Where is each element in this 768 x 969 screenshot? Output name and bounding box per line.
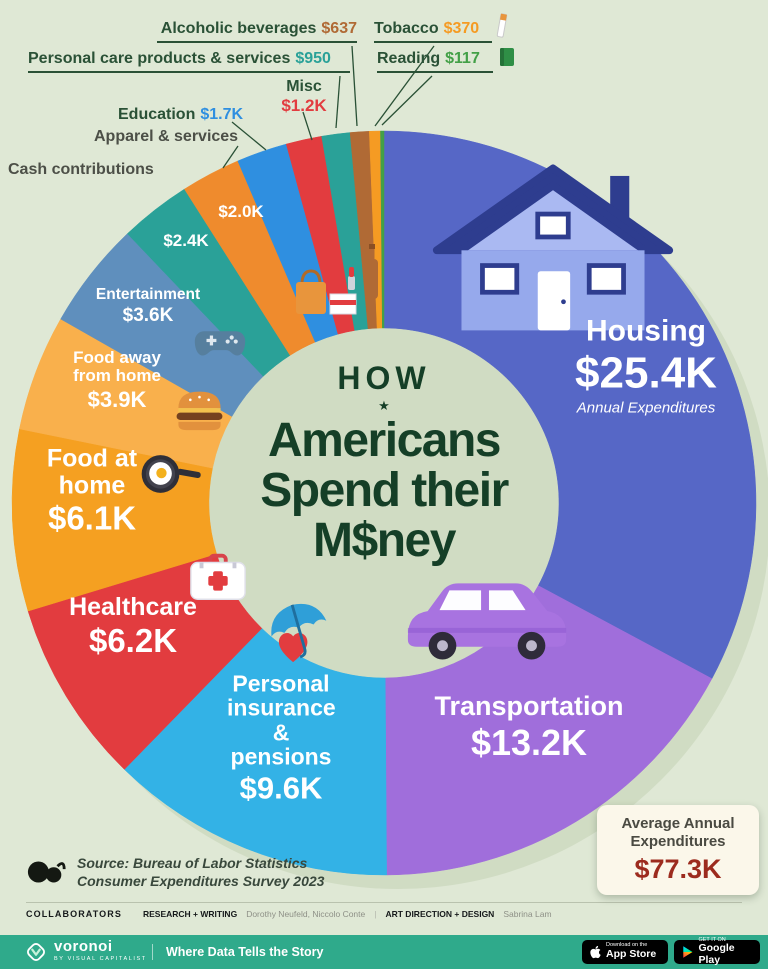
research-writing-label: RESEARCH + WRITING bbox=[142, 909, 238, 919]
apple-icon bbox=[590, 945, 601, 959]
art-direction-names: Sabrina Lam bbox=[503, 909, 552, 919]
leader-line bbox=[335, 75, 341, 129]
research-writing-names: Dorothy Neufeld, Niccolo Conte bbox=[246, 909, 366, 919]
house-icon bbox=[432, 164, 674, 331]
callout-personal-care: Personal care products & services $950 bbox=[28, 50, 350, 74]
footer-divider bbox=[152, 944, 153, 960]
umbrella-heart-icon bbox=[271, 604, 327, 663]
segment-label-insurance: Personal insurance & pensions $9.6K bbox=[227, 670, 336, 805]
callout-reading: Reading $117 bbox=[377, 50, 493, 74]
collaborators-heading: COLLABORATORS bbox=[26, 909, 122, 919]
segment-label-food-away: Food away from home $3.9K bbox=[73, 347, 161, 412]
leader-line bbox=[351, 45, 358, 127]
average-box-label: Average Annual Expenditures bbox=[621, 815, 735, 850]
leader-line bbox=[381, 75, 433, 126]
callout-cash-contributions: Cash contributions bbox=[8, 161, 154, 178]
footer-bar: voronoi BY VISUAL CAPITALIST Where Data … bbox=[0, 935, 768, 969]
segment-label-entertainment: Entertainment $3.6K bbox=[95, 286, 201, 327]
chart-title: HOW ★ Americans Spend their M$ney bbox=[174, 360, 594, 566]
art-direction-label: ART DIRECTION + DESIGN bbox=[385, 909, 495, 919]
fried-egg-pan-icon bbox=[141, 455, 201, 493]
donut-segment-personal-insurance-pensions bbox=[124, 627, 387, 876]
donut-segment-reading bbox=[380, 130, 385, 329]
star-icon: ★ bbox=[378, 398, 390, 414]
cigarette-icon bbox=[496, 13, 508, 38]
source-text: Source: Bureau of Labor Statistics Consu… bbox=[77, 855, 325, 890]
car-icon bbox=[407, 583, 567, 660]
source-block: Source: Bureau of Labor Statistics Consu… bbox=[26, 854, 324, 890]
title-line-1: Americans bbox=[268, 414, 501, 468]
footer-tagline: Where Data Tells the Story bbox=[166, 945, 324, 959]
first-aid-kit-icon bbox=[190, 553, 246, 601]
voronoi-logo-icon bbox=[27, 943, 45, 961]
segment-label-housing: Housing $25.4K Annual Expenditures bbox=[575, 314, 717, 417]
voronoi-brand: voronoi BY VISUAL CAPITALIST bbox=[54, 938, 147, 962]
bottle-icon bbox=[369, 248, 375, 261]
leader-line bbox=[222, 145, 239, 169]
burger-icon bbox=[176, 391, 223, 431]
segment-label-transportation: Transportation $13.2K bbox=[434, 691, 624, 763]
title-money-line: M$ney bbox=[313, 514, 456, 568]
segment-label-food-at-home: Food at home $6.1K bbox=[46, 444, 138, 537]
game-controller-icon bbox=[194, 331, 246, 356]
segment-value-cash-contributions: $2.4K bbox=[163, 231, 209, 250]
leader-lines bbox=[222, 45, 435, 169]
visual-capitalist-logo-icon bbox=[27, 861, 66, 883]
segment-label-healthcare: Healthcare $6.2K bbox=[69, 592, 197, 659]
callout-tobacco: Tobacco $370 bbox=[374, 20, 492, 44]
callout-education: Education $1.7K bbox=[118, 106, 244, 123]
umbrella-icon bbox=[271, 604, 327, 659]
average-expenditures-box: Average Annual Expenditures $77.3K bbox=[597, 805, 759, 895]
leader-line bbox=[374, 45, 435, 127]
title-line-2: Spend their bbox=[260, 464, 509, 518]
housing-sublabel: Annual Expenditures bbox=[576, 399, 716, 417]
segment-value-apparel: $2.0K bbox=[218, 202, 264, 221]
shopping-items-cluster bbox=[296, 244, 378, 315]
average-box-value: $77.3K bbox=[634, 854, 722, 884]
dollar-sign-icon: $ bbox=[351, 514, 379, 568]
leader-line bbox=[231, 121, 267, 151]
callout-misc: Misc $1.2K bbox=[281, 78, 327, 116]
collaborators-bar: COLLABORATORS RESEARCH + WRITING Dorothy… bbox=[26, 902, 742, 919]
app-store-badge[interactable]: Download on the App Store bbox=[582, 940, 668, 964]
callout-apparel-services: Apparel & services bbox=[94, 128, 239, 145]
leader-line bbox=[302, 111, 313, 141]
google-play-badge[interactable]: GET IT ON Google Play bbox=[674, 937, 760, 966]
shopping-bag-icon bbox=[300, 269, 322, 283]
lipstick-icon bbox=[348, 276, 355, 290]
title-kicker: HOW bbox=[337, 360, 431, 397]
google-play-icon bbox=[683, 946, 693, 958]
book-icon bbox=[500, 48, 514, 66]
callout-alcoholic-beverages: Alcoholic beverages $637 bbox=[157, 20, 357, 44]
